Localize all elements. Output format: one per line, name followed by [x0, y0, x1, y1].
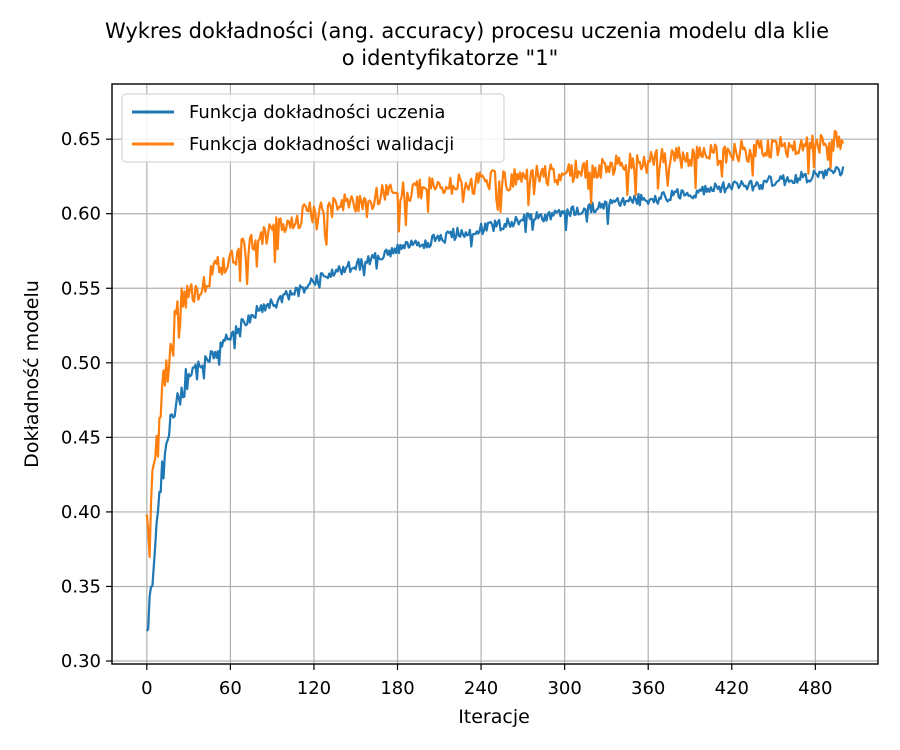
x-tick-label: 180 — [380, 678, 414, 699]
x-tick-label: 300 — [547, 678, 581, 699]
axis-ticks: 0 60 120 180 240 300 360 420 480 0.30 0.35 0.40 0.45… — [61, 129, 833, 699]
series-lines — [145, 129, 845, 632]
legend-label-validation: Funkcja dokładności walidacji — [189, 134, 454, 155]
plot-area-frame — [111, 83, 879, 665]
legend-frame — [121, 93, 505, 163]
y-tick-label: 0.45 — [61, 427, 101, 448]
x-tick-label: 360 — [631, 678, 665, 699]
y-tick-label: 0.30 — [61, 651, 101, 672]
y-tick-label: 0.65 — [61, 129, 101, 150]
legend: Funkcja dokładności uczenia Funkcja dokł… — [121, 93, 505, 163]
legend-label-training: Funkcja dokładności uczenia — [189, 102, 445, 123]
x-axis-label: Iteracje — [458, 706, 530, 728]
x-tick-label: 480 — [798, 678, 832, 699]
y-axis-label: Dokładność modelu — [21, 280, 43, 468]
x-tick-label: 240 — [464, 678, 498, 699]
chart-title-line-1: Wykres dokładności (ang. accuracy) proce… — [104, 19, 830, 43]
chart-title-line-2: o identyfikatorze "1" — [341, 46, 559, 70]
y-tick-label: 0.55 — [61, 278, 101, 299]
x-tick-label: 60 — [219, 678, 242, 699]
y-tick-label: 0.50 — [61, 353, 101, 374]
training-accuracy-line — [145, 166, 845, 632]
grid — [112, 84, 878, 664]
y-tick-label: 0.35 — [61, 576, 101, 597]
x-tick-label: 420 — [715, 678, 749, 699]
x-tick-label: 0 — [141, 678, 152, 699]
validation-accuracy-line — [145, 129, 845, 559]
x-tick-label: 120 — [297, 678, 331, 699]
y-tick-label: 0.40 — [61, 502, 101, 523]
chart-title: Wykres dokładności (ang. accuracy) proce… — [0, 18, 900, 72]
y-tick-label: 0.60 — [61, 204, 101, 225]
